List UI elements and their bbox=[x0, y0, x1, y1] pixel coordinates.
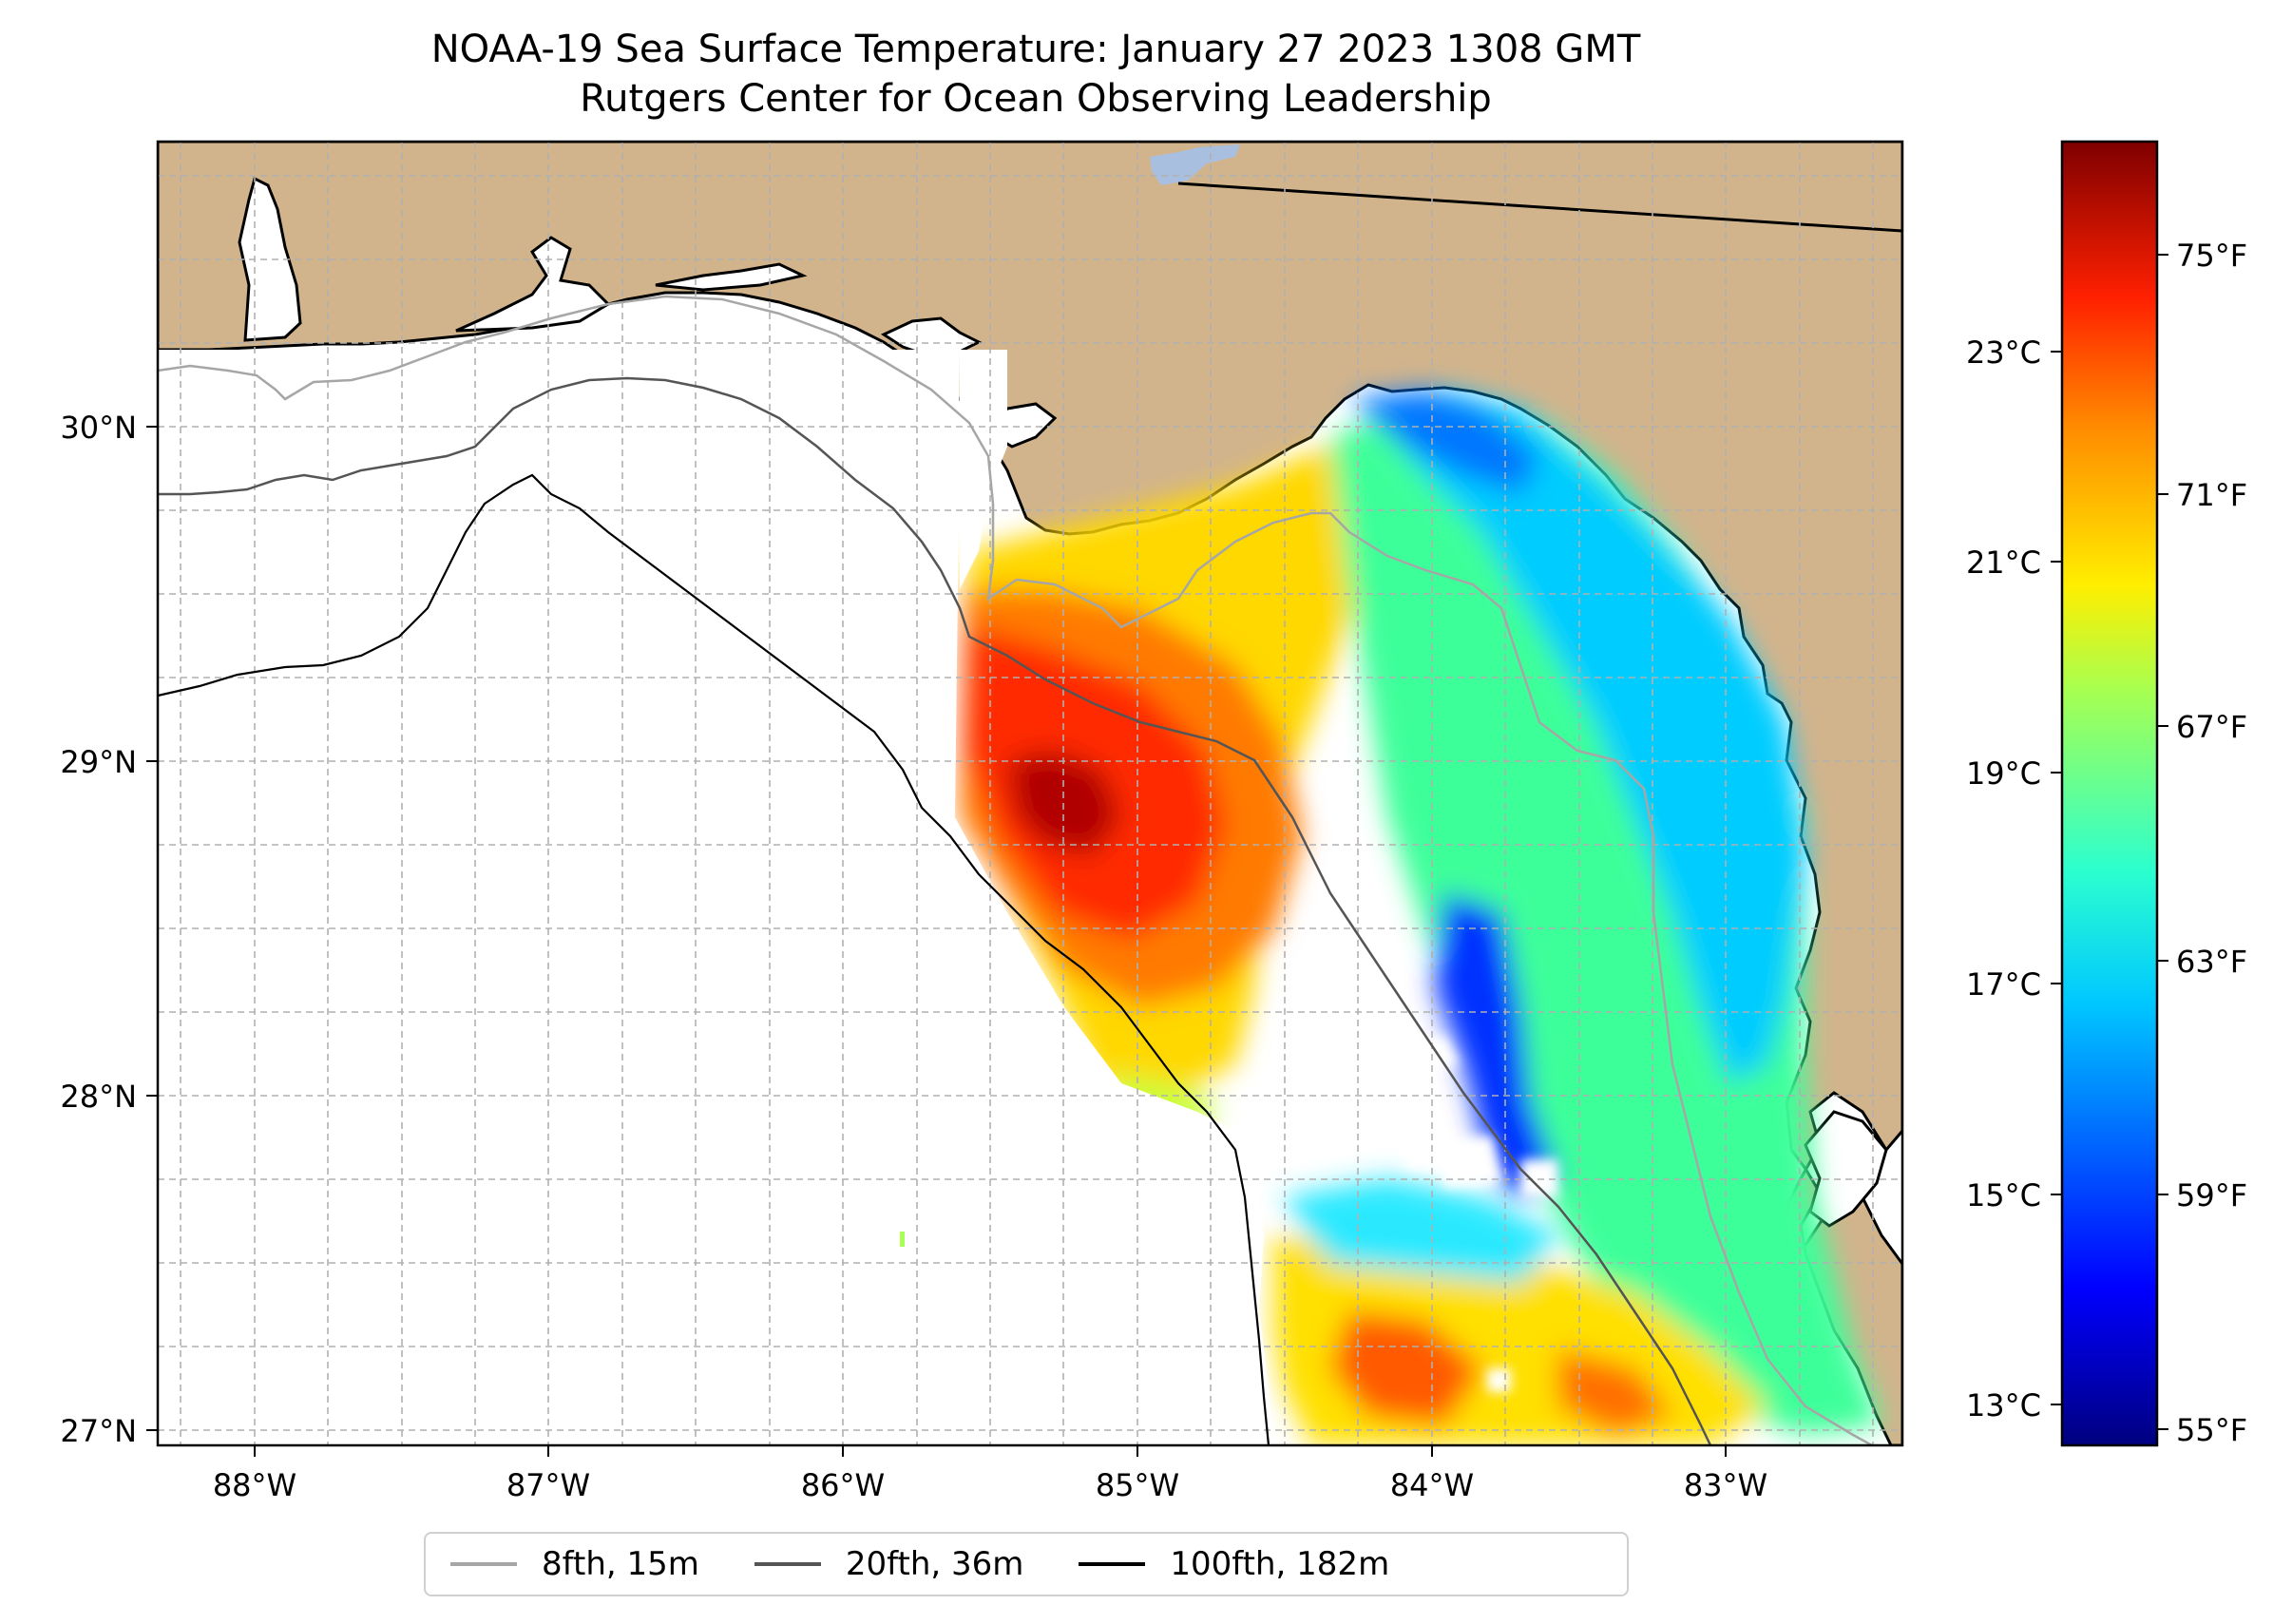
lon-label: 84°W bbox=[1390, 1467, 1474, 1503]
bay-pensacola bbox=[455, 236, 611, 333]
lat-label: 28°N bbox=[60, 1079, 137, 1115]
colorbar bbox=[2060, 140, 2159, 1447]
fahrenheit-label: 75°F bbox=[2176, 238, 2247, 274]
swath-edge-mask bbox=[158, 350, 1273, 1445]
celsius-label: 13°C bbox=[1966, 1387, 2041, 1423]
colorbar-fahrenheit-labels: 75°F 71°F 67°F 63°F 59°F 55°F bbox=[2176, 238, 2247, 1448]
legend-swatch bbox=[754, 1562, 821, 1566]
lon-label: 88°W bbox=[213, 1467, 296, 1503]
legend-swatch bbox=[1079, 1562, 1146, 1566]
lat-label: 29°N bbox=[60, 744, 137, 780]
lat-label: 30°N bbox=[60, 410, 137, 446]
lon-label: 85°W bbox=[1096, 1467, 1179, 1503]
isobath-20fth-36m bbox=[158, 376, 1712, 1445]
legend-item-20fth: 20fth, 36m bbox=[754, 1545, 1024, 1583]
celsius-label: 17°C bbox=[1966, 966, 2041, 1003]
isobath-legend: 8fth, 15m 20fth, 36m 100fth, 182m bbox=[424, 1532, 1629, 1596]
bay-st-andrew bbox=[880, 316, 983, 358]
lon-labels: 88°W 87°W 86°W 85°W 84°W 83°W bbox=[213, 1467, 1767, 1503]
lake-seminole bbox=[1150, 144, 1240, 185]
plot-frame bbox=[156, 140, 1904, 1447]
celsius-label: 15°C bbox=[1966, 1177, 2041, 1213]
lon-ticks bbox=[254, 1445, 1727, 1457]
legend-item-8fth: 8fth, 15m bbox=[450, 1545, 699, 1583]
map-area bbox=[158, 142, 1902, 1445]
legend-item-100fth: 100fth, 182m bbox=[1079, 1545, 1389, 1583]
isobath-100fth-182m bbox=[158, 473, 1270, 1445]
legend-label: 8fth, 15m bbox=[542, 1545, 699, 1583]
isolated-pixel bbox=[900, 1232, 905, 1247]
fahrenheit-label: 71°F bbox=[2176, 477, 2247, 513]
colorbar-ticks bbox=[2051, 254, 2168, 1430]
bay-choctawhatchee bbox=[655, 262, 808, 292]
tampa-bay bbox=[1804, 1110, 1888, 1228]
lon-label: 86°W bbox=[801, 1467, 885, 1503]
colorbar-celsius-labels: 23°C 21°C 19°C 17°C 15°C 13°C bbox=[1966, 334, 2041, 1423]
title-line-2: Rutgers Center for Ocean Observing Leade… bbox=[580, 77, 1492, 121]
legend-swatch bbox=[450, 1562, 517, 1566]
fahrenheit-label: 55°F bbox=[2176, 1412, 2247, 1448]
fahrenheit-label: 59°F bbox=[2176, 1177, 2247, 1213]
lat-labels: 30°N 29°N 28°N 27°N bbox=[60, 410, 137, 1449]
legend-label: 100fth, 182m bbox=[1170, 1545, 1390, 1583]
graticule bbox=[158, 142, 1902, 1445]
swath-upper-mask bbox=[960, 350, 1007, 589]
legend-label: 20fth, 36m bbox=[845, 1545, 1024, 1583]
lon-label: 83°W bbox=[1684, 1467, 1767, 1503]
lat-label: 27°N bbox=[60, 1413, 137, 1449]
lat-ticks bbox=[146, 426, 158, 1431]
state-border bbox=[1177, 182, 1902, 233]
celsius-label: 21°C bbox=[1966, 545, 2041, 581]
fahrenheit-label: 63°F bbox=[2176, 944, 2247, 980]
celsius-label: 23°C bbox=[1966, 334, 2041, 371]
celsius-label: 19°C bbox=[1966, 755, 2041, 792]
bay-mobile bbox=[238, 176, 302, 342]
sst-field bbox=[960, 390, 1881, 1445]
isobath-8fth-15m bbox=[158, 295, 1873, 1445]
title-line-1: NOAA-19 Sea Surface Temperature: January… bbox=[430, 28, 1641, 71]
fahrenheit-label: 67°F bbox=[2176, 709, 2247, 745]
lon-label: 87°W bbox=[506, 1467, 590, 1503]
